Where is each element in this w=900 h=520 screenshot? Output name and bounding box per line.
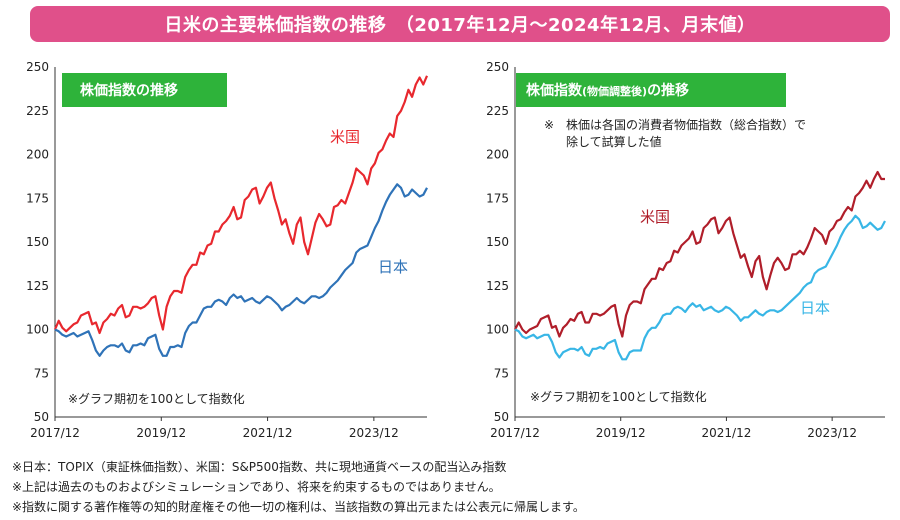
series-line-jp: [54, 183, 428, 357]
chart-title-box: [516, 73, 786, 107]
series-line-jp: [514, 214, 886, 361]
series-label-jp: 日本: [800, 299, 830, 317]
y-tick-label: 250: [486, 60, 509, 74]
chart-title-main: 株価指数: [526, 82, 583, 99]
y-tick-label: 50: [34, 410, 49, 424]
x-tick-label: 2019/12: [136, 426, 186, 440]
x-tick-label: 2017/12: [30, 426, 80, 440]
y-axis-ticks: 50 75 100 125 150 175 200 225 250: [486, 60, 509, 424]
series-line-us: [53, 75, 429, 335]
y-tick-label: 200: [486, 148, 509, 162]
x-tick-label: 2019/12: [596, 426, 646, 440]
y-tick-label: 100: [486, 323, 509, 337]
y-tick-label: 100: [26, 323, 49, 337]
y-tick-label: 175: [486, 191, 509, 205]
x-tick-label: 2021/12: [701, 426, 751, 440]
chart-left: 50 75 100 125 150 175 200 225 250 2017/12 2019/12…: [26, 60, 429, 440]
y-tick-label: 75: [494, 366, 509, 380]
y-tick-label: 50: [494, 410, 509, 424]
y-tick-label: 200: [26, 148, 49, 162]
index-note: ※グラフ期初を100として指数化: [68, 391, 245, 406]
footnotes: ※日本：TOPIX（東証株価指数）、米国：S&P500指数、共に現地通貨ベースの…: [12, 457, 892, 517]
x-axis-ticks: 2017/12 2019/12 2021/12 2023/12: [30, 417, 399, 440]
y-tick-label: 125: [26, 279, 49, 293]
y-axis-ticks: 50 75 100 125 150 175 200 225 250: [26, 60, 49, 424]
chart-title-box: [62, 73, 227, 107]
x-axis-ticks: 2017/12 2019/12 2021/12 2023/12: [490, 417, 857, 440]
chart-right: 50 75 100 125 150 175 200 225 250 2017/12 2019/12…: [486, 60, 886, 440]
series-line-us: [514, 170, 885, 338]
chart-title-small: (物価調整後): [582, 84, 647, 98]
y-tick-label: 225: [26, 104, 49, 118]
x-tick-label: 2021/12: [243, 426, 293, 440]
series-label-jp: 日本: [378, 258, 408, 276]
y-tick-label: 150: [486, 235, 509, 249]
series-label-us: 米国: [640, 208, 670, 226]
y-tick-label: 250: [26, 60, 49, 74]
index-note: ※グラフ期初を100として指数化: [530, 389, 707, 404]
y-tick-label: 225: [486, 104, 509, 118]
footnote-1: ※日本：TOPIX（東証株価指数）、米国：S&P500指数、共に現地通貨ベースの…: [12, 460, 507, 474]
chart-title-suffix: の推移: [647, 82, 689, 99]
y-tick-label: 75: [34, 366, 49, 380]
annotation-line-1: ※ 株価は各国の消費者物価指数（総合指数）で: [544, 117, 806, 132]
y-tick-label: 125: [486, 279, 509, 293]
banner-title: 日米の主要株価指数の推移 （2017年12月～2024年12月、月末値）: [30, 6, 890, 42]
y-tick-label: 150: [26, 235, 49, 249]
footnote-2: ※上記は過去のものおよびシミュレーションであり、将来を約束するものではありません…: [12, 480, 501, 494]
footnote-3: ※指数に関する著作権等の知的財産権その他一切の権利は、当該指数の算出元または公表…: [12, 500, 585, 514]
chart-title: 株価指数(物価調整後)の推移: [526, 82, 689, 99]
chart-title: 株価指数の推移: [80, 82, 178, 99]
x-tick-label: 2017/12: [490, 426, 540, 440]
series-label-us: 米国: [330, 128, 360, 146]
annotation-line-2: 除して試算した値: [566, 134, 662, 149]
x-tick-label: 2023/12: [349, 426, 399, 440]
y-tick-label: 175: [26, 191, 49, 205]
x-tick-label: 2023/12: [807, 426, 857, 440]
